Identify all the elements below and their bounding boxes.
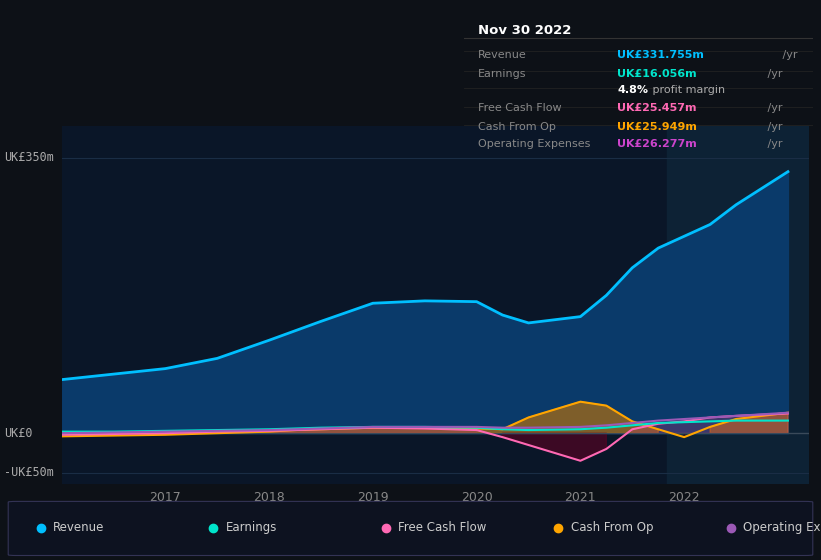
Bar — [667, 126, 809, 484]
Text: /yr: /yr — [764, 122, 782, 132]
Text: UK£25.457m: UK£25.457m — [617, 103, 697, 113]
Text: Operating Expenses: Operating Expenses — [478, 139, 590, 149]
Text: /yr: /yr — [764, 139, 782, 149]
Text: Revenue: Revenue — [53, 521, 105, 534]
Text: UK£25.949m: UK£25.949m — [617, 122, 697, 132]
Text: Cash From Op: Cash From Op — [571, 521, 653, 534]
Text: -UK£50m: -UK£50m — [4, 466, 54, 479]
FancyBboxPatch shape — [8, 501, 813, 556]
Text: UK£26.277m: UK£26.277m — [617, 139, 697, 149]
Text: Nov 30 2022: Nov 30 2022 — [478, 24, 571, 37]
Text: Cash From Op: Cash From Op — [478, 122, 556, 132]
Text: Revenue: Revenue — [478, 50, 526, 60]
Text: 4.8%: 4.8% — [617, 85, 649, 95]
Text: /yr: /yr — [764, 69, 782, 79]
Text: Free Cash Flow: Free Cash Flow — [478, 103, 562, 113]
Text: profit margin: profit margin — [649, 85, 725, 95]
Text: Earnings: Earnings — [226, 521, 277, 534]
Text: UK£350m: UK£350m — [4, 151, 54, 164]
Text: /yr: /yr — [778, 50, 797, 60]
Text: Free Cash Flow: Free Cash Flow — [398, 521, 487, 534]
Text: Operating Expenses: Operating Expenses — [743, 521, 821, 534]
Text: UK£0: UK£0 — [4, 427, 33, 440]
Text: /yr: /yr — [764, 103, 782, 113]
Text: UK£331.755m: UK£331.755m — [617, 50, 704, 60]
Text: Earnings: Earnings — [478, 69, 526, 79]
Text: UK£16.056m: UK£16.056m — [617, 69, 697, 79]
